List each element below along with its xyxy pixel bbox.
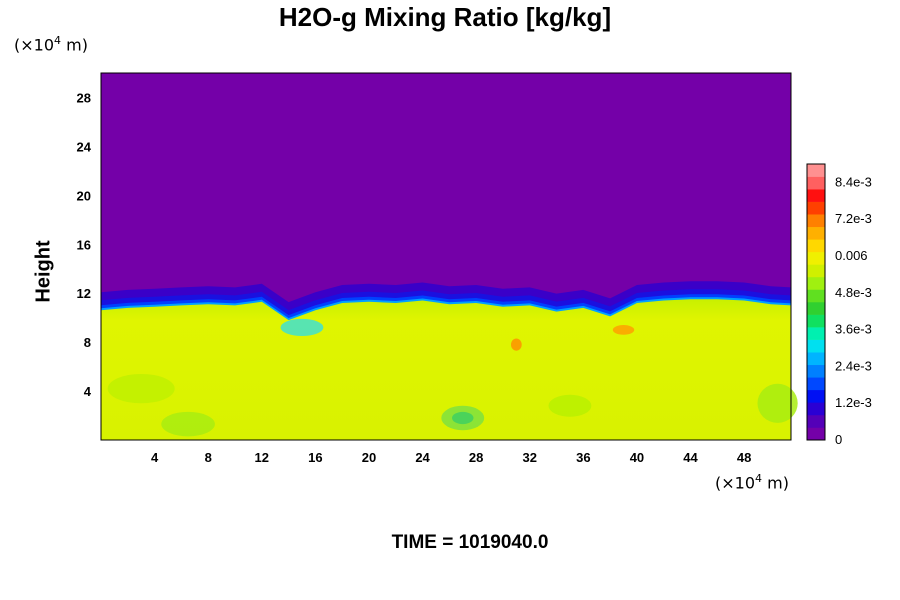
x-tick-label: 16 xyxy=(308,450,322,465)
eddy-6 xyxy=(612,325,635,335)
colorbar-swatch xyxy=(807,427,825,441)
y-unit-suffix: m) xyxy=(61,35,88,55)
colorbar-swatch xyxy=(807,276,825,290)
x-unit-prefix: (×10 xyxy=(715,473,756,493)
x-tick-label: 8 xyxy=(205,450,212,465)
x-tick-label: 4 xyxy=(151,450,159,465)
colorbar-tick-label: 2.4e-3 xyxy=(835,358,872,373)
colorbar-swatch xyxy=(807,414,825,428)
y-unit-prefix: (×10 xyxy=(14,35,55,55)
colorbar-swatch xyxy=(807,226,825,240)
colorbar-swatch xyxy=(807,364,825,378)
eddy-7 xyxy=(510,338,522,351)
colorbar-tick-label: 8.4e-3 xyxy=(835,174,872,189)
x-tick-label: 44 xyxy=(683,450,698,465)
colorbar-swatch xyxy=(807,339,825,353)
x-tick-label: 28 xyxy=(469,450,483,465)
x-tick-label: 20 xyxy=(362,450,376,465)
colorbar-swatch xyxy=(807,377,825,391)
x-tick-label: 36 xyxy=(576,450,590,465)
colorbar-swatch xyxy=(807,327,825,340)
colorbar-swatch xyxy=(807,201,825,215)
eddy-3 xyxy=(548,394,592,417)
y-axis-unit: (×104 m) xyxy=(14,34,88,54)
colorbar-tick-label: 1.2e-3 xyxy=(835,395,872,410)
y-unit-exponent: 4 xyxy=(54,34,62,47)
colorbar-tick-label: 0.006 xyxy=(835,248,868,263)
x-tick-label: 48 xyxy=(737,450,751,465)
x-ticks: 4 8 12 16 20 24 28 32 36 40 44 48 xyxy=(151,450,751,465)
y-tick-label: 20 xyxy=(77,188,91,203)
y-tick-label: 24 xyxy=(77,139,92,154)
colorbar-frame xyxy=(806,163,826,441)
colorbar-tick-label: 4.8e-3 xyxy=(835,285,872,300)
colorbar: 0 1.2e-3 2.4e-3 3.6e-3 4.8e-3 0.006 7.2e-3 8.4e… xyxy=(806,163,872,447)
chart-title: H2O-g Mixing Ratio [kg/kg] xyxy=(278,2,612,32)
x-unit-suffix: m) xyxy=(762,473,789,493)
y-ticks: 4 8 12 16 20 24 28 xyxy=(77,90,92,399)
eddy-8 xyxy=(280,318,324,337)
y-tick-label: 8 xyxy=(84,335,91,350)
x-unit-exponent: 4 xyxy=(755,472,763,485)
plot-frame xyxy=(100,72,792,441)
moist-layer xyxy=(101,299,791,440)
colorbar-swatch xyxy=(807,251,825,265)
eddy-2 xyxy=(452,411,474,425)
x-tick-label: 32 xyxy=(523,450,537,465)
colorbar-tick-label: 3.6e-3 xyxy=(835,322,872,337)
colorbar-swatch xyxy=(807,176,825,190)
eddy-4 xyxy=(757,383,798,423)
colorbar-tick-label: 7.2e-3 xyxy=(835,211,872,226)
colorbar-swatch xyxy=(807,164,825,177)
colorbar-swatch xyxy=(807,314,825,328)
colorbar-swatch xyxy=(807,302,825,315)
field-layer xyxy=(101,281,798,440)
y-tick-label: 12 xyxy=(77,286,91,301)
x-axis-unit: (×104 m) xyxy=(715,472,789,492)
colorbar-swatch xyxy=(807,214,825,228)
colorbar-swatch xyxy=(807,289,825,303)
eddy-5 xyxy=(107,373,175,404)
colorbar-swatch xyxy=(807,402,825,416)
x-tick-label: 40 xyxy=(630,450,644,465)
colorbar-swatch xyxy=(807,264,825,278)
colorbar-swatch xyxy=(807,239,825,253)
colorbar-swatch xyxy=(807,389,825,403)
y-tick-label: 4 xyxy=(84,384,92,399)
colorbar-swatch xyxy=(807,352,825,366)
colorbar-swatch xyxy=(807,189,825,202)
y-tick-label: 16 xyxy=(77,237,91,252)
x-tick-label: 12 xyxy=(255,450,269,465)
x-tick-label: 24 xyxy=(415,450,430,465)
time-caption: TIME = 1019040.0 xyxy=(391,532,549,553)
y-tick-label: 28 xyxy=(77,90,91,105)
colorbar-tick-label: 0 xyxy=(835,432,842,447)
eddy-0 xyxy=(161,411,215,437)
